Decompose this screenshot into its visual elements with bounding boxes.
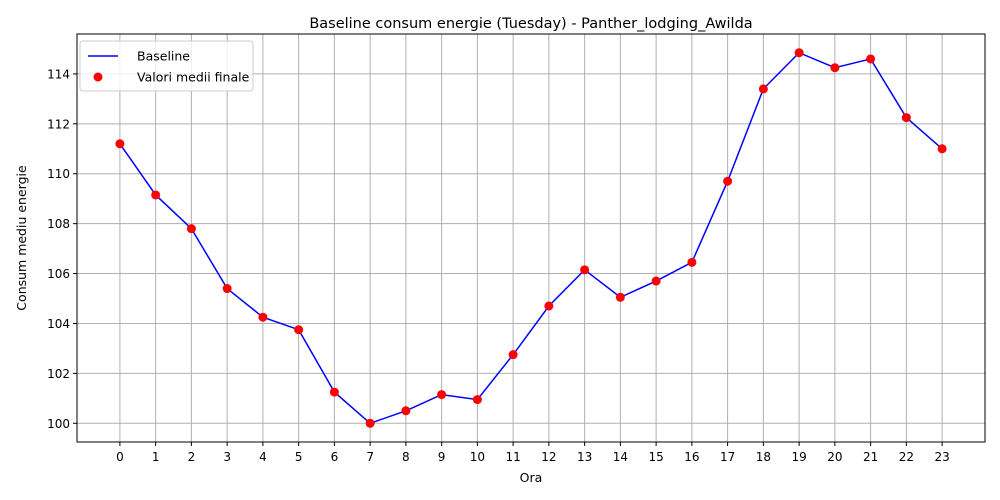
- x-tick-label: 14: [613, 450, 628, 464]
- final-average-series: [115, 48, 947, 428]
- legend-marker-swatch: [93, 72, 103, 82]
- final-value-point: [544, 301, 554, 311]
- final-value-point: [258, 312, 268, 322]
- final-value-point: [115, 139, 125, 149]
- y-tick-label: 112: [47, 117, 70, 131]
- x-tick-label: 19: [791, 450, 806, 464]
- final-value-point: [651, 276, 661, 286]
- final-value-point: [365, 418, 375, 428]
- y-tick-label: 102: [47, 367, 70, 381]
- x-tick-label: 0: [116, 450, 124, 464]
- y-tick-label: 106: [47, 267, 70, 281]
- baseline-series: [119, 51, 943, 425]
- legend-box: [79, 40, 254, 92]
- legend-label-final-values: Valori medii finale: [137, 70, 250, 85]
- y-tick-label: 114: [47, 67, 70, 81]
- legend-label-baseline: Baseline: [137, 49, 190, 64]
- final-value-point: [472, 395, 482, 405]
- final-value-point: [866, 54, 876, 64]
- x-tick-label: 12: [541, 450, 556, 464]
- x-tick-label: 20: [827, 450, 842, 464]
- final-value-point: [222, 284, 232, 294]
- final-value-point: [186, 224, 196, 234]
- final-value-point: [580, 265, 590, 275]
- plot-frame: [76, 33, 986, 443]
- final-value-point: [687, 257, 697, 267]
- y-axis-label: Consum mediu energie: [14, 165, 29, 311]
- x-tick-label: 9: [438, 450, 446, 464]
- final-value-point: [615, 292, 625, 302]
- final-value-point: [830, 63, 840, 73]
- final-value-point: [723, 176, 733, 186]
- final-value-point: [151, 190, 161, 200]
- x-tick-label: 11: [505, 450, 520, 464]
- y-tick-label: 100: [47, 417, 70, 431]
- final-value-point: [794, 48, 804, 58]
- x-tick-label: 22: [899, 450, 914, 464]
- x-tick-label: 5: [295, 450, 303, 464]
- x-tick-label: 4: [259, 450, 267, 464]
- x-tick-label: 2: [188, 450, 196, 464]
- x-tick-label: 23: [934, 450, 949, 464]
- final-value-point: [329, 387, 339, 397]
- x-tick-label: 13: [577, 450, 592, 464]
- x-tick-label: 15: [648, 450, 663, 464]
- x-tick-label: 8: [402, 450, 410, 464]
- x-tick-label: 16: [684, 450, 699, 464]
- grid: [77, 34, 985, 442]
- x-axis-label: Ora: [520, 470, 543, 485]
- final-value-point: [937, 144, 947, 154]
- x-tick-label: 10: [470, 450, 485, 464]
- x-tick-label: 7: [366, 450, 374, 464]
- y-tick-label: 104: [47, 317, 70, 331]
- final-value-point: [294, 325, 304, 335]
- y-tick-label: 108: [47, 217, 70, 231]
- y-axis-ticks: 100 102 104 106 108 110 112 114: [47, 67, 77, 431]
- x-tick-label: 6: [331, 450, 339, 464]
- x-tick-label: 17: [720, 450, 735, 464]
- x-tick-label: 3: [223, 450, 231, 464]
- x-tick-label: 1: [152, 450, 160, 464]
- baseline-line: [119, 51, 943, 425]
- final-value-point: [758, 84, 768, 94]
- x-tick-label: 21: [863, 450, 878, 464]
- final-value-point: [437, 390, 447, 400]
- final-value-point: [508, 350, 518, 360]
- y-tick-label: 110: [47, 167, 70, 181]
- final-value-point: [901, 113, 911, 123]
- x-axis-ticks: 0 1 2 3 4 5 6 7 8 9 10 11 12 13 14 15 16 17 18 19 20 21 22 23: [116, 442, 950, 464]
- chart-title: Baseline consum energie (Tuesday) - Pant…: [309, 16, 752, 32]
- legend: Baseline Valori medii finale: [79, 40, 254, 92]
- final-value-point: [401, 406, 411, 416]
- x-tick-label: 18: [756, 450, 771, 464]
